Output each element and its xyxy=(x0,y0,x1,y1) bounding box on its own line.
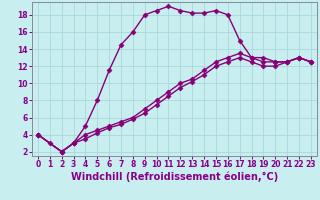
X-axis label: Windchill (Refroidissement éolien,°C): Windchill (Refroidissement éolien,°C) xyxy=(71,172,278,182)
